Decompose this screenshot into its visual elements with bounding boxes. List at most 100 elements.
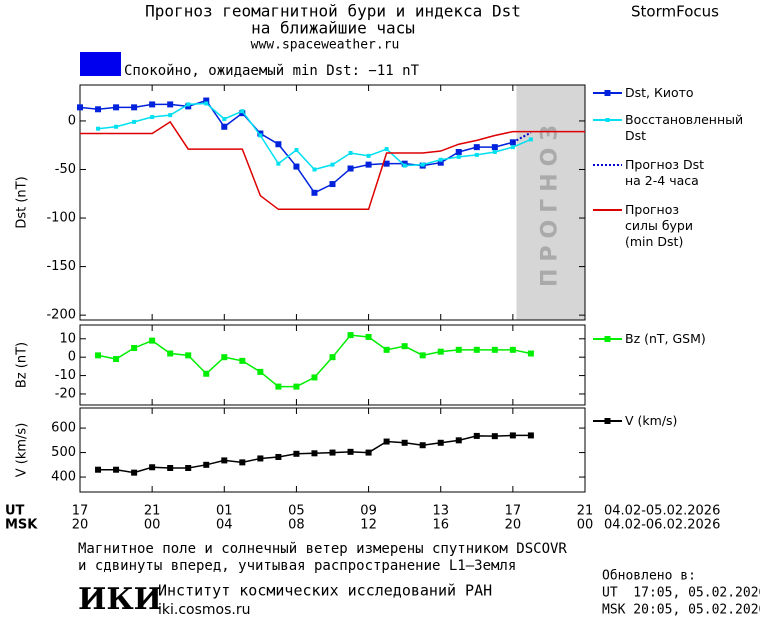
data-point (419, 352, 426, 359)
x-tick-label: 00 (577, 518, 594, 533)
ut-label: UT (5, 504, 25, 519)
legend-label: Dst, Киото (625, 85, 694, 100)
msk-label: MSK (5, 518, 38, 533)
data-point (491, 346, 498, 353)
series-line (79, 99, 514, 194)
x-tick-label: 00 (144, 518, 161, 533)
data-point (384, 147, 389, 152)
x-tick-label: 21 (144, 504, 161, 519)
data-point (95, 106, 102, 113)
series-line (512, 131, 532, 144)
data-point (329, 181, 336, 188)
x-tick-label: 04 (216, 518, 233, 533)
data-point (167, 465, 174, 471)
data-point (330, 162, 335, 167)
subtitle: на ближайшие часы (251, 19, 415, 38)
data-point (203, 370, 210, 377)
y-tick-label: -10 (55, 368, 76, 383)
data-point (293, 383, 300, 390)
msk-dates: 04.02-06.02.2026 (604, 518, 720, 533)
logo: ИКИ (78, 582, 162, 617)
y-tick-label: -20 (55, 386, 76, 401)
data-point (437, 348, 444, 355)
legend-swatch (604, 90, 611, 96)
y-tick-label: 400 (51, 470, 76, 485)
data-point (528, 137, 533, 142)
data-point (509, 432, 516, 439)
legend-label: V (km/s) (625, 413, 678, 428)
legend-label: Прогноз силы бури (min Dst) (625, 202, 693, 249)
data-point (383, 346, 390, 353)
note: и сдвинуты вперед, учитывая распростране… (78, 558, 516, 574)
data-point (473, 346, 480, 353)
data-point (95, 352, 102, 359)
data-point (293, 450, 300, 457)
data-point (113, 356, 120, 363)
data-point (456, 154, 461, 159)
plot-frame (79, 324, 586, 406)
legend-swatch (605, 118, 610, 122)
data-point (366, 153, 371, 158)
data-point (150, 115, 155, 120)
data-point (401, 343, 408, 350)
y-tick-label: 0 (68, 350, 76, 365)
y-tick-label: 500 (51, 445, 76, 460)
data-point (131, 469, 138, 476)
forecast-label: ПРОГНОЗ (538, 118, 563, 287)
data-point (365, 333, 372, 340)
data-point (347, 448, 354, 455)
data-point (203, 461, 210, 468)
y-tick-label: -50 (55, 162, 76, 177)
data-point (257, 455, 264, 462)
data-point (239, 357, 246, 364)
forecast-region (516, 85, 585, 320)
status-indicator (80, 52, 121, 76)
title: Прогноз геомагнитной бури и индекса Dst (145, 2, 521, 21)
status: Спокойно, ожидаемый min Dst: −11 nT (124, 63, 420, 79)
data-point (491, 144, 498, 151)
x-tick-label: 17 (505, 504, 522, 519)
data-point (95, 466, 102, 473)
y-tick-label: 10 (59, 331, 76, 346)
data-point (275, 453, 282, 460)
data-point (294, 148, 299, 153)
legend-swatch (604, 336, 611, 342)
data-point (96, 126, 101, 131)
data-point (167, 101, 174, 108)
data-point (240, 109, 245, 114)
data-point (455, 346, 462, 353)
data-point (365, 161, 372, 168)
data-point (491, 433, 498, 440)
data-point (168, 113, 173, 118)
data-point (203, 97, 210, 104)
data-point (113, 104, 120, 111)
data-point (204, 101, 209, 106)
data-point (492, 150, 497, 155)
data-point (149, 101, 156, 108)
data-point (222, 116, 227, 121)
data-point (257, 368, 264, 375)
data-point (258, 133, 263, 138)
data-point (419, 442, 426, 449)
data-point (437, 439, 444, 446)
data-point (348, 150, 353, 155)
y-axis-label: V (km/s) (15, 423, 30, 478)
data-point (420, 162, 425, 167)
data-point (132, 119, 137, 124)
y-tick-label: -100 (46, 211, 76, 226)
updated: Обновлено в: (602, 569, 696, 584)
data-point (438, 157, 443, 162)
x-tick-label: 21 (577, 504, 594, 519)
data-point (114, 124, 119, 129)
data-point (239, 459, 246, 466)
data-point (293, 163, 300, 170)
data-point (131, 344, 138, 351)
x-tick-label: 01 (216, 504, 233, 519)
data-point (347, 332, 354, 339)
x-tick-label: 17 (72, 504, 89, 519)
site: www.spaceweather.ru (251, 38, 400, 53)
url: iki.cosmos.ru (158, 602, 250, 618)
data-point (527, 350, 534, 357)
